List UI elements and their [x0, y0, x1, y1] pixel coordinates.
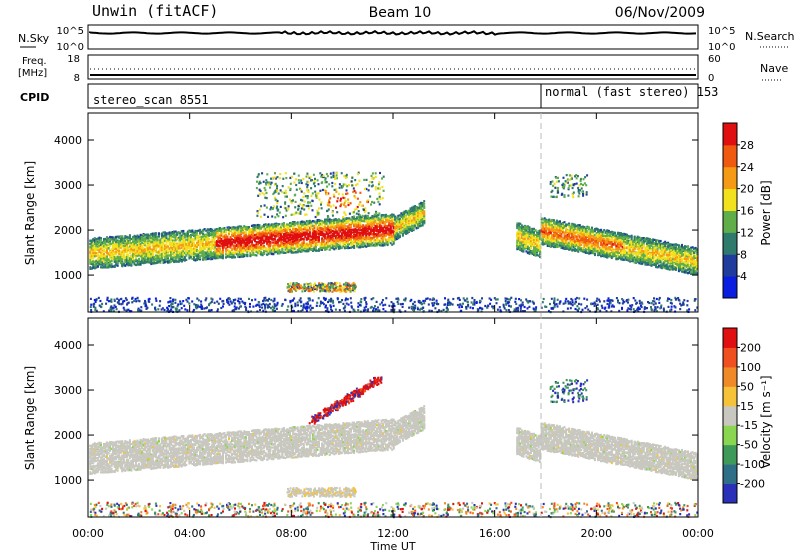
colorbar-segment	[723, 328, 737, 348]
xtick-label: 16:00	[479, 527, 511, 540]
colorbar-segment	[723, 166, 737, 190]
nave-tick-bottom: 0	[708, 73, 714, 84]
nave-tick-top: 60	[708, 54, 721, 65]
nave-label: Nave	[760, 62, 788, 75]
velocity-panel-background	[88, 318, 698, 517]
power-data-layer	[89, 171, 699, 314]
colorbar-tick-label: 15	[740, 400, 754, 413]
power-ylabel: Slant Range [km]	[23, 161, 37, 265]
colorbar-segment	[723, 483, 737, 504]
frequency-panel-frame	[87, 54, 699, 80]
colorbar-segment	[723, 232, 737, 255]
colorbar-segment	[723, 210, 737, 233]
colorbar-tick-label: 24	[740, 161, 754, 174]
xtick-label: 00:00	[682, 527, 714, 540]
ytick-label: 3000	[54, 179, 82, 192]
cpid-panel: CPID stereo_scan 8551 normal (fast stere…	[20, 83, 718, 109]
cpid-mode-1: stereo_scan 8551	[93, 93, 209, 107]
colorbar-segment	[723, 405, 737, 426]
velocity-ylabel: Slant Range [km]	[23, 366, 37, 470]
colorbar-tick-label: 20	[740, 183, 754, 196]
colorbar-frame	[722, 327, 738, 504]
xtick-label: 12:00	[377, 527, 409, 540]
colorbar-tick-label: 16	[740, 205, 754, 218]
ytick-label: 4000	[54, 134, 82, 147]
ytick-label: 4000	[54, 339, 82, 352]
colorbar-segment	[723, 464, 737, 485]
noise-panel-frame	[87, 24, 699, 50]
velocity-colorbar-label: Velocity [m s⁻¹]	[759, 375, 773, 468]
beam-title: Beam 10	[369, 5, 432, 21]
freq-unit-label: [MHz]	[18, 68, 47, 79]
freq-label: Freq.	[22, 56, 47, 67]
x-axis-label: Time UT	[369, 540, 415, 553]
power-colorbar-label: Power [dB]	[759, 180, 773, 245]
xtick-label: 04:00	[174, 527, 206, 540]
velocity-panel: Slant Range [km] 1000 2000 3000 4000	[23, 317, 699, 519]
power-colorbar: 4 8 12 16 20 24 28	[722, 122, 754, 299]
colorbar-tick-label: 28	[740, 139, 754, 152]
colorbar-segment	[723, 366, 737, 387]
time-axis: 00:00 04:00 08:00 12:00 16:00 20:00 00:00	[72, 113, 714, 540]
noise-trace	[89, 30, 697, 36]
colorbar-segment	[723, 144, 737, 168]
colorbar-segment	[723, 123, 737, 146]
colorbar-segment	[723, 425, 737, 446]
cpid-panel-frame	[87, 83, 699, 109]
cpid-mode-2: normal (fast stereo) 153	[545, 85, 718, 99]
n-search-label: N.Search	[745, 30, 795, 43]
noise-left-tick-bottom: 10^0	[57, 42, 84, 53]
power-panel: Slant Range [km] 1000 2000 3000 4000	[23, 112, 699, 314]
colorbar-tick-label: 8	[740, 248, 747, 261]
freq-tick-bottom: 8	[74, 73, 80, 84]
noise-right-tick-bottom: 10^0	[708, 42, 735, 53]
cpid-label: CPID	[20, 91, 49, 104]
colorbar-segment	[723, 386, 737, 407]
ytick-label: 2000	[54, 429, 82, 442]
noise-right-tick-top: 10^5	[708, 26, 735, 37]
date-title: 06/Nov/2009	[615, 5, 705, 21]
velocity-colorbar: 200 100 50 15 -15 -50 -100 -200	[722, 327, 765, 504]
power-panel-background	[88, 113, 698, 312]
xtick-label: 20:00	[580, 527, 612, 540]
xtick-label: 00:00	[72, 527, 104, 540]
colorbar-tick-label: -15	[740, 419, 758, 432]
colorbar-tick-label: 100	[740, 361, 761, 374]
velocity-yticks: 1000 2000 3000 4000	[54, 339, 698, 487]
colorbar-tick-label: 200	[740, 341, 761, 354]
noise-left-tick-top: 10^5	[57, 26, 84, 37]
xtick-label: 08:00	[275, 527, 307, 540]
colorbar-tick-label: 12	[740, 226, 754, 239]
frequency-panel: Freq. [MHz] 18 8 60 0 Nave	[18, 54, 788, 84]
colorbar-tick-label: -200	[740, 478, 765, 491]
noise-panel: N.Sky 10^5 10^0 10^5 10^0 N.Search	[18, 24, 795, 53]
ytick-label: 1000	[54, 269, 82, 282]
colorbar-segment	[723, 254, 737, 277]
colorbar-segment	[723, 444, 737, 465]
colorbar-segment	[723, 276, 737, 299]
ytick-label: 2000	[54, 224, 82, 237]
power-yticks: 1000 2000 3000 4000	[54, 134, 698, 282]
freq-tick-top: 18	[67, 54, 80, 65]
ytick-label: 3000	[54, 384, 82, 397]
ytick-label: 1000	[54, 474, 82, 487]
colorbar-tick-label: -100	[740, 458, 765, 471]
colorbar-segment	[723, 188, 737, 211]
colorbar-tick-label: -50	[740, 439, 758, 452]
velocity-data-layer	[89, 376, 699, 519]
station-title: Unwin (fitACF)	[92, 2, 218, 20]
colorbar-tick-label: 4	[740, 270, 747, 283]
n-sky-label: N.Sky	[18, 32, 50, 45]
colorbar-segment	[723, 347, 737, 368]
colorbar-tick-label: 50	[740, 380, 754, 393]
